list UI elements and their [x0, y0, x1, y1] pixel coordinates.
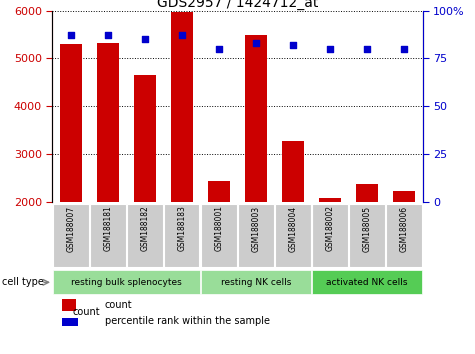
Point — [104, 33, 112, 38]
Bar — [313, 270, 422, 294]
Point — [326, 46, 334, 52]
Bar — [276, 204, 311, 267]
Text: percentile rank within the sample: percentile rank within the sample — [104, 316, 269, 326]
Text: activated NK cells: activated NK cells — [326, 278, 408, 287]
Bar — [350, 204, 385, 267]
Text: GSM188182: GSM188182 — [141, 205, 149, 251]
Text: cell type: cell type — [2, 277, 44, 287]
Bar — [282, 141, 304, 202]
Text: GSM188003: GSM188003 — [252, 205, 260, 252]
Bar — [127, 204, 162, 267]
Bar — [356, 184, 378, 202]
Text: GSM188007: GSM188007 — [66, 205, 75, 252]
Point — [363, 46, 371, 52]
Point — [67, 33, 75, 38]
Bar — [201, 270, 311, 294]
Text: GSM188005: GSM188005 — [363, 205, 371, 252]
Bar — [393, 191, 415, 202]
Title: GDS2957 / 1424712_at: GDS2957 / 1424712_at — [157, 0, 318, 10]
Bar — [62, 318, 78, 326]
Text: resting bulk splenocytes: resting bulk splenocytes — [71, 278, 182, 287]
Bar — [53, 204, 88, 267]
Text: count: count — [104, 300, 132, 310]
Point — [178, 33, 186, 38]
Text: GSM188183: GSM188183 — [178, 205, 186, 251]
Text: resting NK cells: resting NK cells — [221, 278, 291, 287]
Point — [252, 40, 260, 46]
Bar — [53, 270, 200, 294]
Bar — [387, 204, 422, 267]
Bar — [245, 34, 267, 202]
Bar — [238, 204, 274, 267]
Point — [215, 46, 223, 52]
Bar — [201, 204, 237, 267]
Bar — [60, 44, 82, 202]
Text: GSM188001: GSM188001 — [215, 205, 223, 251]
Bar — [171, 12, 193, 202]
Text: GSM188006: GSM188006 — [400, 205, 408, 252]
Bar — [164, 204, 200, 267]
Bar — [313, 204, 348, 267]
Text: GSM188181: GSM188181 — [104, 205, 112, 251]
Point — [400, 46, 408, 52]
Point — [289, 42, 297, 48]
Bar — [62, 299, 76, 311]
Text: GSM188002: GSM188002 — [326, 205, 334, 251]
Text: GSM188004: GSM188004 — [289, 205, 297, 252]
Text: count: count — [72, 307, 100, 318]
Bar — [319, 199, 341, 202]
Point — [141, 36, 149, 42]
Bar — [208, 181, 230, 202]
Bar — [90, 204, 125, 267]
Bar — [97, 43, 119, 202]
Bar — [134, 75, 156, 202]
